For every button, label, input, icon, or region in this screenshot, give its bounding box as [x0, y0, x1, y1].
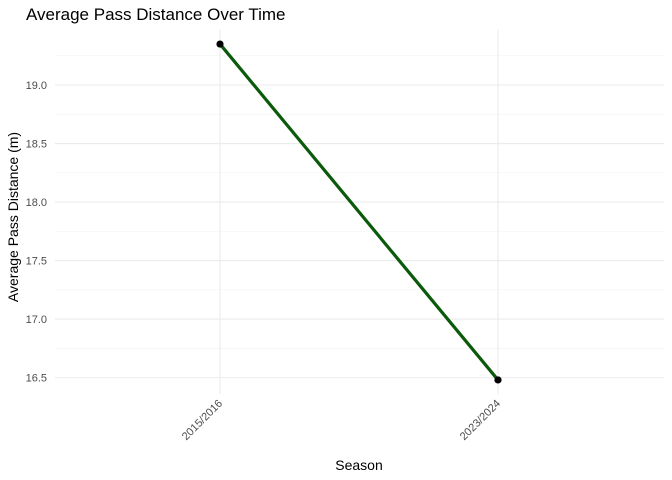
y-tick-label: 17.0: [26, 314, 47, 326]
y-axis-title: Average Pass Distance (m): [5, 132, 21, 302]
y-tick-label: 17.5: [26, 256, 47, 268]
grid: [55, 30, 664, 394]
x-axis-title: Season: [335, 457, 382, 473]
y-tick-label: 18.5: [26, 139, 47, 151]
data-point: [216, 40, 224, 48]
y-tick-label: 18.0: [26, 197, 47, 209]
x-tick-label: 2015/2016: [180, 398, 225, 443]
y-tick-label: 16.5: [26, 373, 47, 385]
x-tick-label: 2023/2024: [458, 398, 503, 443]
chart-title: Average Pass Distance Over Time: [26, 5, 286, 24]
y-axis-ticks: 16.5 17.0 17.5 18.0 18.5 19.0: [26, 80, 47, 385]
series-line: [218, 43, 500, 381]
series-layer: [216, 40, 502, 384]
y-tick-label: 19.0: [26, 80, 47, 92]
data-point: [494, 376, 502, 384]
x-axis-ticks: 2015/2016 2023/2024: [180, 398, 503, 443]
